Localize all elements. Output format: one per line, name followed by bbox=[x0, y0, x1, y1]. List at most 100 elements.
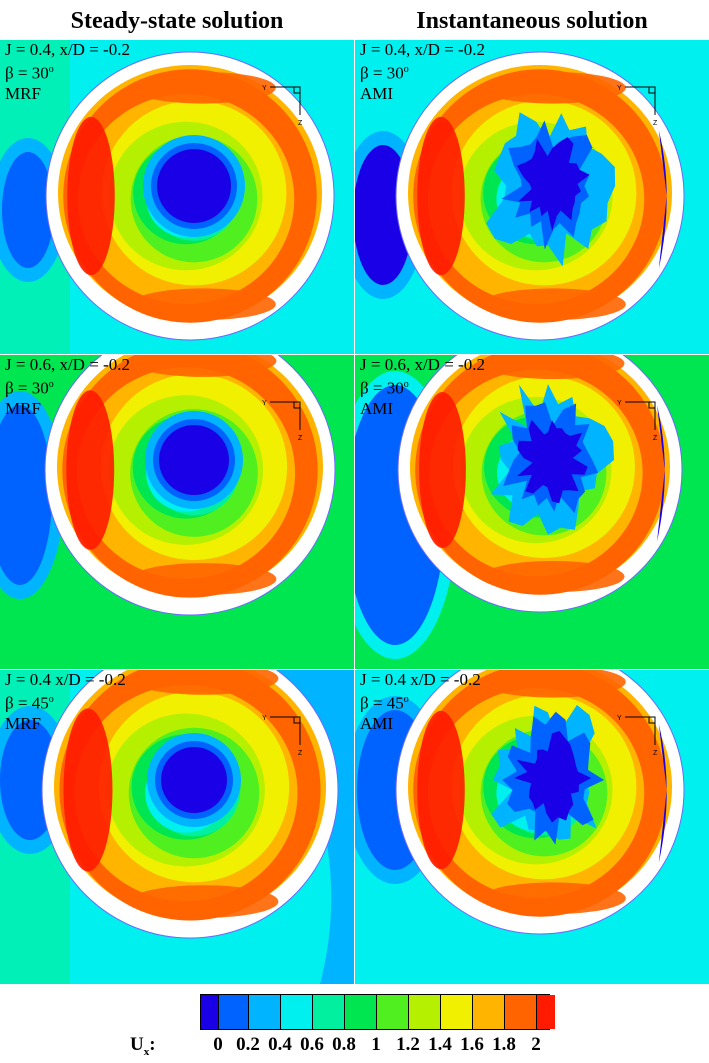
high-velocity-patch bbox=[130, 288, 276, 321]
high-velocity-patch bbox=[417, 710, 465, 870]
panel-params: J = 0.6, x/D = -0.2 bbox=[5, 355, 130, 374]
colorbar-swatch bbox=[537, 995, 555, 1029]
axes-triad: YZ bbox=[262, 85, 303, 127]
panel-label: J = 0.6, x/D = -0.2 β = 30o MRF bbox=[5, 355, 130, 419]
high-velocity-patch bbox=[66, 390, 115, 550]
beta-value: β = 45 bbox=[360, 693, 404, 713]
legend-variable-label: Ux: bbox=[130, 1034, 156, 1058]
legend-colon: : bbox=[149, 1034, 156, 1055]
colorbar-swatch bbox=[377, 995, 409, 1029]
blade-tip-region bbox=[657, 405, 665, 542]
panel-beta: β = 30o bbox=[360, 60, 485, 84]
degree-symbol: o bbox=[48, 694, 54, 705]
degree-symbol: o bbox=[403, 64, 409, 75]
column-title-steady: Steady-state solution bbox=[70, 8, 284, 34]
colorbar-legend bbox=[200, 994, 555, 1030]
contour-plot: YZ bbox=[355, 355, 709, 669]
hub-core bbox=[516, 137, 590, 232]
colorbar-swatch bbox=[313, 995, 345, 1029]
contour-plot: YZ bbox=[0, 355, 354, 669]
axis-label-z: Z bbox=[653, 120, 658, 127]
wake-blob bbox=[2, 152, 54, 268]
axes-triad: YZ bbox=[262, 400, 303, 442]
axis-label-z: Z bbox=[298, 120, 303, 127]
degree-symbol: o bbox=[403, 379, 409, 390]
panel-params: J = 0.4 x/D = -0.2 bbox=[5, 670, 126, 689]
high-velocity-patch bbox=[128, 885, 279, 918]
panel-method: MRF bbox=[5, 713, 41, 733]
hub-core bbox=[516, 419, 588, 504]
panel-method: AMI bbox=[360, 398, 394, 418]
panel-method: MRF bbox=[5, 398, 41, 418]
colorbar-swatch bbox=[201, 995, 219, 1029]
contour-plot: YZ bbox=[355, 40, 709, 354]
hub-core bbox=[514, 731, 592, 823]
panel-label: J = 0.4 x/D = -0.2 β = 45o AMI bbox=[360, 670, 481, 734]
colorbar-tick-label: 0 bbox=[213, 1034, 223, 1055]
axis-label-y: Y bbox=[262, 400, 267, 407]
high-velocity-patch bbox=[480, 71, 626, 104]
axis-label-y: Y bbox=[262, 85, 267, 92]
high-velocity-patch bbox=[480, 882, 626, 915]
degree-symbol: o bbox=[403, 694, 409, 705]
wake-blob bbox=[0, 405, 52, 585]
high-velocity-patch bbox=[128, 670, 279, 695]
legend-symbol: U bbox=[130, 1034, 144, 1055]
colorbar-tick-label: 0.4 bbox=[268, 1034, 292, 1055]
colorbar-tick-label: 0.6 bbox=[300, 1034, 324, 1055]
panel-params: J = 0.4 x/D = -0.2 bbox=[360, 670, 481, 689]
high-velocity-patch bbox=[67, 116, 115, 276]
colorbar-swatch bbox=[473, 995, 505, 1029]
hub-core bbox=[159, 425, 229, 495]
colorbar-tick-label: 2 bbox=[531, 1034, 541, 1055]
contour-plot: YZ bbox=[355, 670, 709, 984]
blade-tip-region bbox=[658, 130, 667, 269]
colorbar-swatch bbox=[249, 995, 281, 1029]
high-velocity-patch bbox=[480, 288, 626, 321]
column-title-instantaneous: Instantaneous solution bbox=[416, 8, 648, 34]
beta-value: β = 30 bbox=[360, 378, 404, 398]
axis-label-z: Z bbox=[653, 435, 658, 442]
axis-label-z: Z bbox=[298, 435, 303, 442]
colorbar-tick-label: 1.8 bbox=[492, 1034, 516, 1055]
axes-triad: YZ bbox=[617, 400, 658, 442]
colorbar-swatch bbox=[345, 995, 377, 1029]
legend-subscript: x bbox=[143, 1045, 150, 1058]
contour-plot: YZ bbox=[0, 40, 354, 354]
axes-triad: YZ bbox=[617, 715, 658, 757]
colorbar-tick-label: 1.2 bbox=[396, 1034, 420, 1055]
axis-label-y: Y bbox=[617, 715, 622, 722]
panel-params: J = 0.4, x/D = -0.2 bbox=[360, 40, 485, 59]
beta-value: β = 30 bbox=[5, 378, 49, 398]
hub-core bbox=[157, 149, 231, 223]
degree-symbol: o bbox=[48, 379, 54, 390]
colorbar-swatch bbox=[281, 995, 313, 1029]
beta-value: β = 30 bbox=[360, 63, 404, 83]
blade-tip-region bbox=[658, 724, 667, 863]
panel-method: MRF bbox=[5, 83, 41, 103]
panel-params: J = 0.6, x/D = -0.2 bbox=[360, 355, 485, 374]
axes-triad: YZ bbox=[262, 715, 303, 757]
colorbar-tick-label: 0.2 bbox=[236, 1034, 260, 1055]
panel-label: J = 0.4 x/D = -0.2 β = 45o MRF bbox=[5, 670, 126, 734]
colorbar-tick-label: 0.8 bbox=[332, 1034, 356, 1055]
high-velocity-patch bbox=[130, 563, 277, 596]
panel-label: J = 0.4, x/D = -0.2 β = 30o AMI bbox=[360, 40, 485, 104]
high-velocity-patch bbox=[63, 708, 113, 872]
high-velocity-patch bbox=[419, 392, 466, 548]
colorbar-tick-label: 1.6 bbox=[460, 1034, 484, 1055]
panel-method: AMI bbox=[360, 713, 394, 733]
high-velocity-patch bbox=[481, 355, 625, 379]
colorbar-swatch bbox=[219, 995, 249, 1029]
panel-beta: β = 45o bbox=[360, 690, 481, 714]
panel-params: J = 0.4, x/D = -0.2 bbox=[5, 40, 130, 59]
high-velocity-patch bbox=[130, 355, 277, 377]
contour-plot: YZ bbox=[0, 670, 354, 984]
axis-label-y: Y bbox=[617, 400, 622, 407]
panel-label: J = 0.4, x/D = -0.2 β = 30o MRF bbox=[5, 40, 130, 104]
